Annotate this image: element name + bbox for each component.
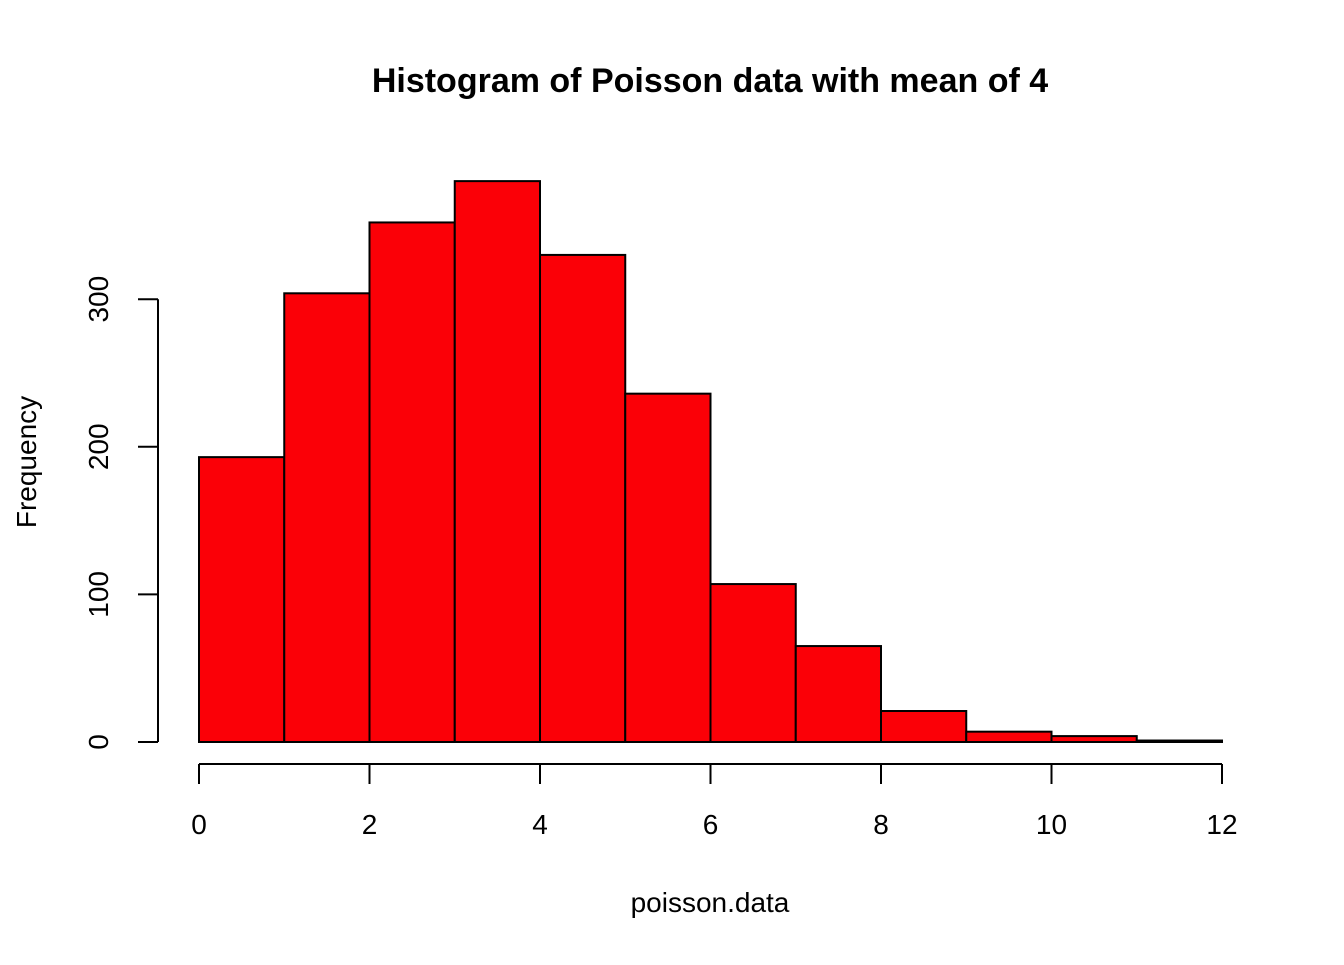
chart-title: Histogram of Poisson data with mean of 4 — [372, 62, 1048, 100]
histogram-bar — [198, 456, 286, 743]
histogram-bar — [1050, 735, 1138, 744]
x-tick-label: 0 — [191, 809, 207, 840]
y-axis-label: Frequency — [11, 396, 42, 528]
histogram-bar — [1135, 739, 1223, 743]
histogram-bar — [965, 730, 1053, 744]
histogram-bar — [624, 392, 712, 743]
histogram-bar — [880, 710, 968, 744]
x-tick-label: 4 — [532, 809, 548, 840]
histogram-bar — [453, 180, 541, 743]
x-axis: 0 2 4 6 8 10 12 — [191, 763, 1238, 840]
histogram-bar — [368, 221, 456, 743]
y-axis: 0 100 200 300 — [83, 276, 159, 750]
x-tick-label: 2 — [362, 809, 378, 840]
histogram-bar — [709, 583, 797, 743]
y-tick-label: 200 — [83, 423, 114, 470]
histogram-bar — [794, 645, 882, 743]
y-tick-label: 100 — [83, 571, 114, 618]
y-tick-label: 300 — [83, 276, 114, 323]
x-tick-label: 12 — [1206, 809, 1237, 840]
x-tick-label: 6 — [703, 809, 719, 840]
y-tick-label: 0 — [83, 734, 114, 750]
x-axis-label: poisson.data — [631, 887, 790, 918]
bars-group — [198, 180, 1223, 744]
x-tick-label: 8 — [873, 809, 889, 840]
x-tick-label: 10 — [1036, 809, 1067, 840]
histogram-bar — [539, 253, 627, 743]
histogram-bar — [283, 292, 371, 743]
